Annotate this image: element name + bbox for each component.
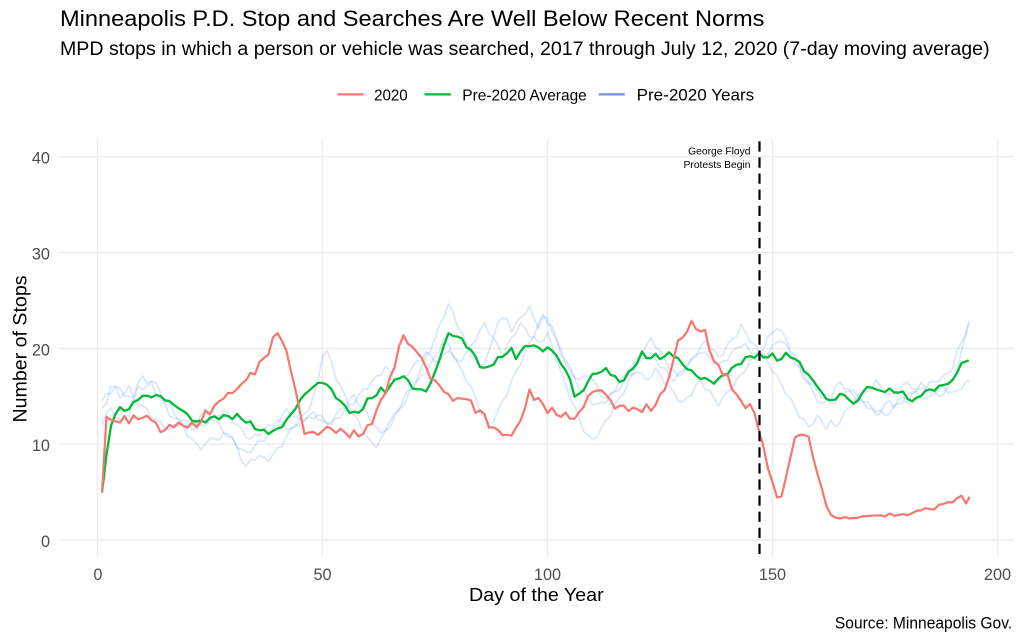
svg-text:Protests Begin: Protests Begin [684, 160, 751, 171]
svg-text:2020: 2020 [374, 88, 408, 105]
svg-text:100: 100 [534, 566, 561, 584]
svg-text:40: 40 [32, 150, 50, 168]
svg-text:Day of the Year: Day of the Year [469, 584, 604, 605]
svg-text:George Floyd: George Floyd [688, 147, 751, 158]
svg-text:Source: Minneapolis Gov.: Source: Minneapolis Gov. [835, 614, 1012, 632]
svg-text:Pre-2020 Years: Pre-2020 Years [637, 87, 755, 105]
svg-text:Pre-2020 Average: Pre-2020 Average [462, 88, 587, 105]
svg-text:30: 30 [32, 246, 50, 264]
svg-text:MPD stops in which a person or: MPD stops in which a person or vehicle w… [60, 39, 990, 60]
svg-text:10: 10 [32, 437, 50, 455]
svg-text:Number of Stops: Number of Stops [9, 275, 31, 422]
svg-text:20: 20 [32, 341, 50, 359]
svg-text:Minneapolis P.D. Stop and Sear: Minneapolis P.D. Stop and Searches Are W… [60, 6, 764, 31]
svg-text:50: 50 [313, 566, 331, 584]
svg-text:0: 0 [93, 566, 102, 584]
svg-text:0: 0 [41, 533, 50, 551]
svg-text:200: 200 [984, 566, 1011, 584]
svg-text:150: 150 [759, 566, 786, 584]
